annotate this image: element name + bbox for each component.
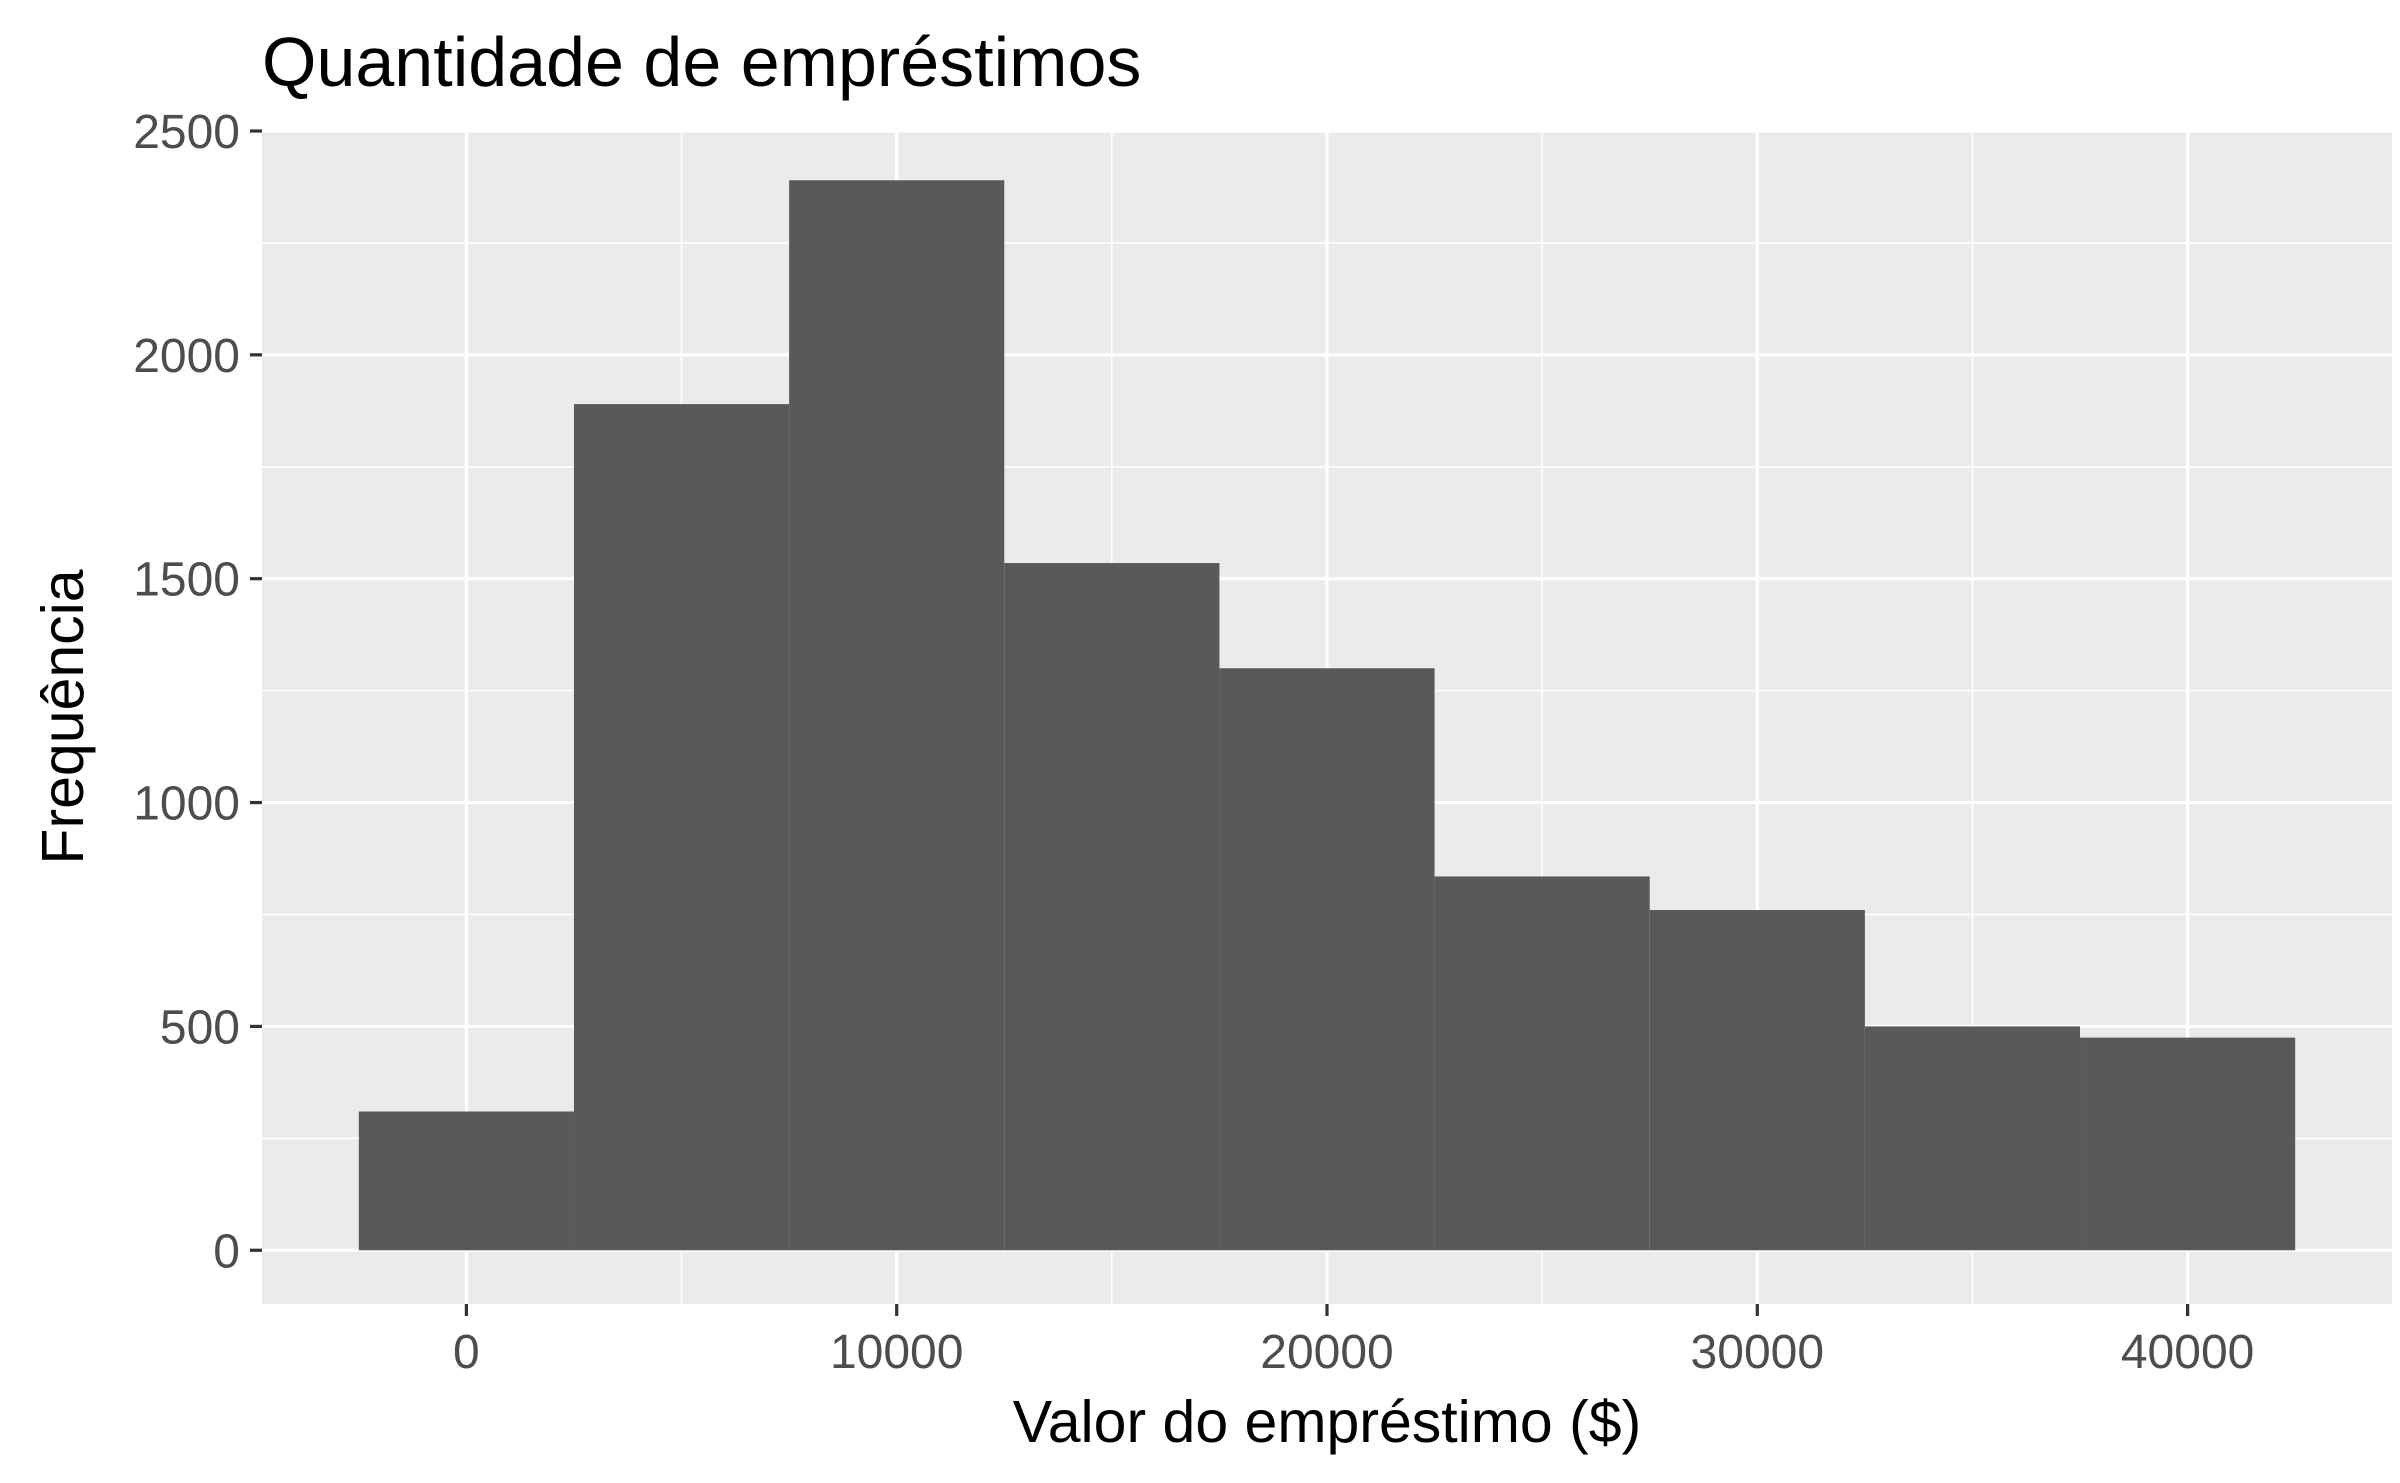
x-tick-label: 30000 [1691, 1326, 1824, 1379]
histogram-bar [1219, 668, 1435, 1251]
histogram-bars [358, 180, 2296, 1251]
histogram-bar [1434, 876, 1650, 1251]
y-tick-label: 2500 [133, 106, 240, 159]
x-axis-title: Valor do empréstimo ($) [1013, 1389, 1641, 1455]
x-axis: 0 10000 20000 30000 40000 [453, 1304, 2254, 1379]
x-tick-label: 10000 [830, 1326, 963, 1379]
y-tick-label: 500 [160, 1001, 240, 1054]
x-tick-label: 20000 [1260, 1326, 1393, 1379]
x-tick-label: 0 [453, 1326, 480, 1379]
y-axis-title: Frequência [30, 569, 96, 864]
x-tick-label: 40000 [2121, 1326, 2254, 1379]
histogram-bar [1649, 910, 1865, 1251]
y-tick-label: 2000 [133, 330, 240, 383]
y-tick-label: 0 [213, 1225, 240, 1278]
histogram-bar [358, 1111, 574, 1251]
y-tick-label: 1500 [133, 554, 240, 607]
histogram-bar [2080, 1037, 2296, 1251]
y-tick-label: 1000 [133, 778, 240, 831]
chart-title: Quantidade de empréstimos [262, 23, 1141, 101]
histogram-bar [573, 404, 790, 1251]
histogram-bar [789, 180, 1005, 1251]
histogram-bar [1004, 563, 1220, 1251]
histogram-bar [1864, 1026, 2081, 1251]
y-axis: 0 500 1000 1500 2000 2500 [133, 106, 262, 1278]
